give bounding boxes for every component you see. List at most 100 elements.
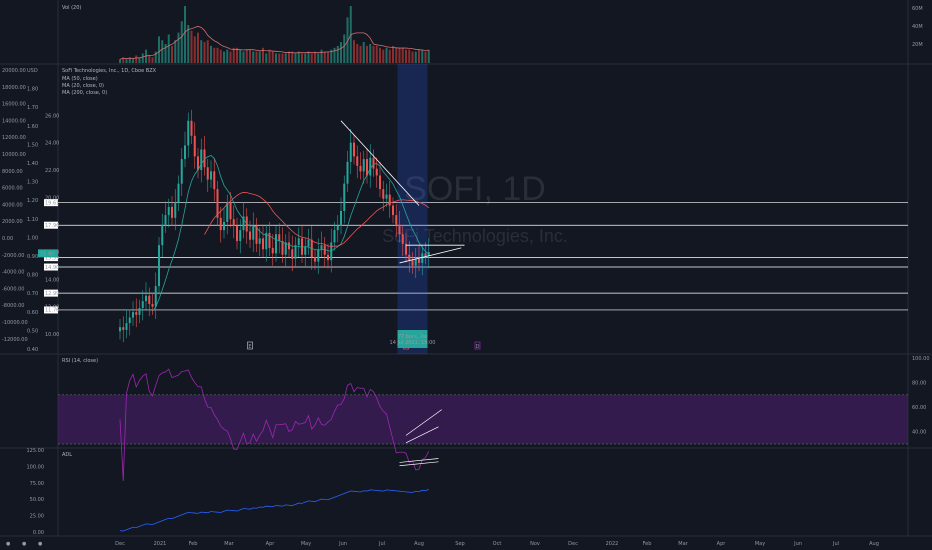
candle-body: [210, 171, 212, 180]
candle-body: [141, 301, 144, 309]
volume-bar: [187, 25, 190, 63]
price-indicator-label: MA (50, close): [62, 76, 98, 82]
event-marker-label: D: [476, 344, 480, 350]
volume-bar: [236, 47, 238, 63]
volume-bar: [310, 53, 313, 63]
time-axis-label: May: [301, 541, 311, 547]
volume-bar: [226, 49, 229, 63]
time-axis-label: Jun: [793, 541, 802, 547]
volume-scale-label: 60M: [912, 6, 923, 12]
volume-bar: [122, 57, 125, 63]
adl-scale-label: 125.00: [27, 448, 45, 454]
volume-bar: [239, 49, 242, 63]
adl-scale-label: 25.00: [30, 514, 44, 520]
volume-bar: [304, 53, 307, 63]
candle-body: [232, 219, 235, 227]
candle-body: [255, 226, 258, 244]
candle-body: [294, 245, 297, 259]
level-tag-box: [44, 254, 58, 262]
level-tag-box: [44, 221, 58, 229]
volume-bar: [301, 53, 303, 63]
left-scale-a-label: -6000.00: [2, 286, 24, 292]
left-scale-c-label: 20.00: [45, 195, 59, 201]
rsi-trendline-upper[interactable]: [405, 409, 442, 436]
volume-bar: [119, 59, 121, 63]
left-scale-a-label: 6000.00: [2, 186, 23, 192]
ascending-trendline[interactable]: [399, 247, 462, 264]
date-range-selection[interactable]: [397, 64, 428, 354]
level-tag-label: 17.96: [45, 223, 59, 229]
left-scale-b-label: 0.80: [27, 273, 38, 279]
adl-trendline-upper[interactable]: [399, 458, 439, 463]
event-marker[interactable]: [247, 341, 253, 350]
volume-bar: [210, 45, 212, 63]
candle-body: [223, 221, 225, 231]
volume-bar: [294, 53, 297, 63]
candle-body: [187, 120, 190, 146]
volume-bar: [135, 55, 138, 63]
volume-indicator-label: Vol (20): [62, 5, 81, 11]
volume-bar: [398, 47, 401, 63]
rsi-scale-label: 60.00: [912, 405, 926, 411]
candle-body: [161, 224, 164, 246]
candle-body: [151, 303, 154, 307]
rsi-trendline-lower[interactable]: [405, 426, 439, 444]
candle-body: [336, 226, 339, 231]
candle-body: [392, 205, 394, 216]
price-pane-header: SoFi Technologies, Inc., 1D, Cboe BZX: [62, 68, 157, 74]
volume-bar: [421, 49, 424, 63]
candle-body: [203, 149, 206, 168]
candle-body: [213, 171, 216, 190]
volume-bar: [427, 49, 430, 63]
left-scale-b-label: 1.60: [27, 124, 38, 130]
volume-bar: [284, 53, 287, 63]
left-scale-c-label: 10.00: [45, 332, 59, 338]
descending-trendline[interactable]: [340, 120, 420, 206]
time-axis-label: Nov: [530, 541, 540, 547]
volume-bar: [171, 45, 173, 63]
volume-bar: [418, 49, 420, 63]
candle-body: [177, 183, 180, 203]
left-scale-b-label: USD: [27, 68, 38, 74]
volume-bar: [258, 51, 261, 63]
candle-body: [239, 230, 242, 242]
candle-body: [353, 142, 355, 157]
candle-body: [349, 142, 352, 162]
candle-body: [346, 161, 349, 184]
volume-bar: [242, 51, 245, 63]
candle-body: [132, 312, 134, 318]
time-axis-label: Jul: [378, 541, 385, 547]
candle-body: [154, 286, 157, 307]
candle-body: [128, 317, 131, 324]
adl-scale-label: 100.00: [27, 464, 45, 470]
volume-bar: [392, 45, 394, 63]
candle-body: [343, 183, 346, 211]
candle-body: [171, 206, 173, 218]
time-axis-label: Feb: [189, 541, 198, 547]
candle-body: [281, 241, 284, 255]
volume-bar: [252, 51, 255, 63]
left-scale-a-label: -2000.00: [2, 253, 24, 259]
volume-bar: [141, 53, 144, 63]
volume-bar: [323, 51, 326, 63]
event-marker[interactable]: [474, 341, 481, 350]
time-axis-label: 2021: [154, 541, 167, 547]
left-scale-a-label: 18000.00: [2, 85, 26, 91]
volume-bar: [333, 47, 336, 63]
volume-bar: [180, 21, 183, 63]
candle-body: [184, 145, 186, 160]
adl-trendline-lower[interactable]: [399, 461, 439, 467]
left-scale-a-label: -4000.00: [2, 270, 24, 276]
candle-body: [148, 295, 151, 304]
time-axis-label: Dec: [115, 541, 125, 547]
volume-bar: [151, 57, 154, 63]
volume-bar: [366, 45, 368, 63]
volume-bar: [382, 49, 385, 63]
rsi-scale-label: 40.00: [912, 430, 926, 436]
candle-body: [317, 249, 320, 262]
candle-body: [320, 245, 323, 250]
left-scale-b-label: 1.00: [27, 235, 38, 241]
volume-bar: [356, 44, 359, 63]
watermark-symbol: SOFI, 1D: [404, 170, 546, 208]
